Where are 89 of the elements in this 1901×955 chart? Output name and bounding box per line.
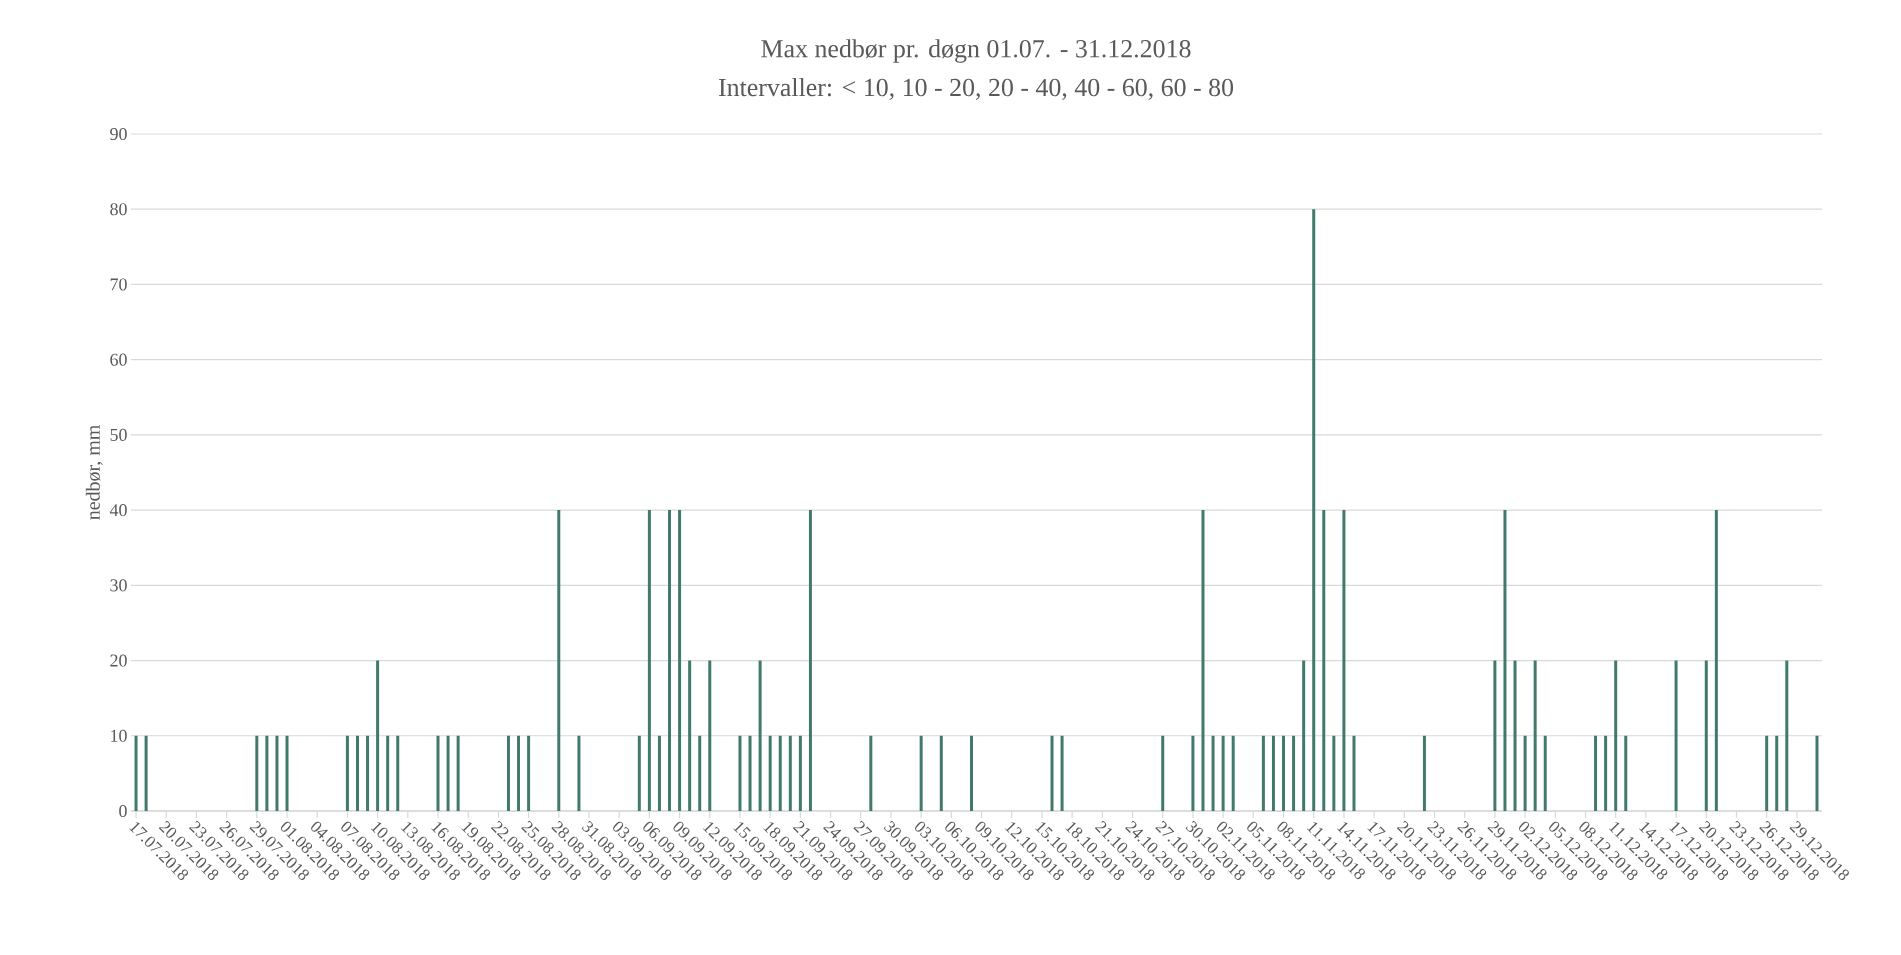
bar xyxy=(577,735,581,811)
bar xyxy=(1161,735,1165,811)
bar xyxy=(1765,735,1769,811)
bar xyxy=(1332,735,1336,811)
bar xyxy=(386,735,390,811)
bar xyxy=(1312,209,1316,811)
bar xyxy=(506,735,510,811)
bar xyxy=(788,735,792,811)
bar xyxy=(647,510,651,811)
bar xyxy=(1533,660,1537,811)
bar xyxy=(366,735,370,811)
bar xyxy=(768,735,772,811)
bar xyxy=(1060,735,1064,811)
bar xyxy=(1543,735,1547,811)
bar xyxy=(698,735,702,811)
bar xyxy=(557,510,561,811)
y-tick-label: 50 xyxy=(110,428,127,441)
bar xyxy=(456,735,460,811)
bar xyxy=(285,735,289,811)
bar xyxy=(1775,735,1779,811)
bar xyxy=(134,735,138,811)
bar xyxy=(1261,735,1265,811)
bar xyxy=(1201,510,1205,811)
bar xyxy=(1785,660,1789,811)
bar xyxy=(1221,735,1225,811)
bar xyxy=(1674,660,1678,811)
y-tick-label: 90 xyxy=(110,127,127,141)
y-axis-title: nedbør, mm xyxy=(85,425,103,520)
bar xyxy=(527,735,531,811)
bar xyxy=(144,735,148,811)
bar xyxy=(355,735,359,811)
bar xyxy=(1815,735,1819,811)
y-tick-label: 40 xyxy=(109,504,127,517)
bar xyxy=(1624,735,1628,811)
bar xyxy=(1191,735,1195,811)
bar xyxy=(436,735,440,811)
chart-title: Max nedbør pr. døgn 01.07. - 31.12.2018 xyxy=(761,39,1191,63)
bar xyxy=(748,735,752,811)
bar xyxy=(1604,735,1608,811)
bar xyxy=(396,735,400,811)
bar xyxy=(708,660,712,811)
bar xyxy=(758,660,762,811)
bar xyxy=(255,735,259,811)
bar xyxy=(1292,735,1296,811)
bar xyxy=(1523,735,1527,811)
y-tick-label: 30 xyxy=(110,579,127,592)
bar xyxy=(1493,660,1497,811)
bar xyxy=(657,735,661,811)
bar xyxy=(1302,660,1306,811)
y-tick-label: 0 xyxy=(119,804,127,818)
y-tick-label: 20 xyxy=(110,654,127,667)
bar xyxy=(1704,660,1708,811)
bar xyxy=(678,510,682,811)
bar xyxy=(939,735,943,811)
bar xyxy=(869,735,873,811)
bar xyxy=(517,735,521,811)
bar xyxy=(808,510,812,811)
bar xyxy=(1714,510,1718,811)
bar xyxy=(1211,735,1215,811)
bar xyxy=(275,735,279,811)
bar xyxy=(668,510,672,811)
bar xyxy=(1231,735,1235,811)
bar xyxy=(1050,735,1054,811)
bar xyxy=(1594,735,1598,811)
bar xyxy=(1352,735,1356,811)
y-tick-label: 80 xyxy=(110,203,127,216)
bar xyxy=(1422,735,1426,811)
bar xyxy=(637,735,641,811)
bar xyxy=(1614,660,1618,811)
bar xyxy=(376,660,380,811)
bar xyxy=(345,735,349,811)
chart-subtitle: Intervaller: < 10, 10 - 20, 20 - 40, 40 - 60, 60 - 80 xyxy=(718,78,1234,100)
bar xyxy=(446,735,450,811)
bar xyxy=(778,735,782,811)
y-tick-label: 70 xyxy=(110,278,127,291)
bar xyxy=(1342,510,1346,811)
bar xyxy=(738,735,742,811)
bar xyxy=(265,735,269,811)
bar xyxy=(1322,510,1326,811)
bar xyxy=(798,735,802,811)
bar xyxy=(1282,735,1286,811)
bar xyxy=(1271,735,1275,811)
y-tick-label: 60 xyxy=(110,353,127,366)
y-tick-label: 10 xyxy=(111,729,127,742)
bar xyxy=(1513,660,1517,811)
bar xyxy=(919,735,923,811)
bar xyxy=(969,735,973,811)
bar xyxy=(1503,510,1507,811)
bar xyxy=(688,660,692,811)
